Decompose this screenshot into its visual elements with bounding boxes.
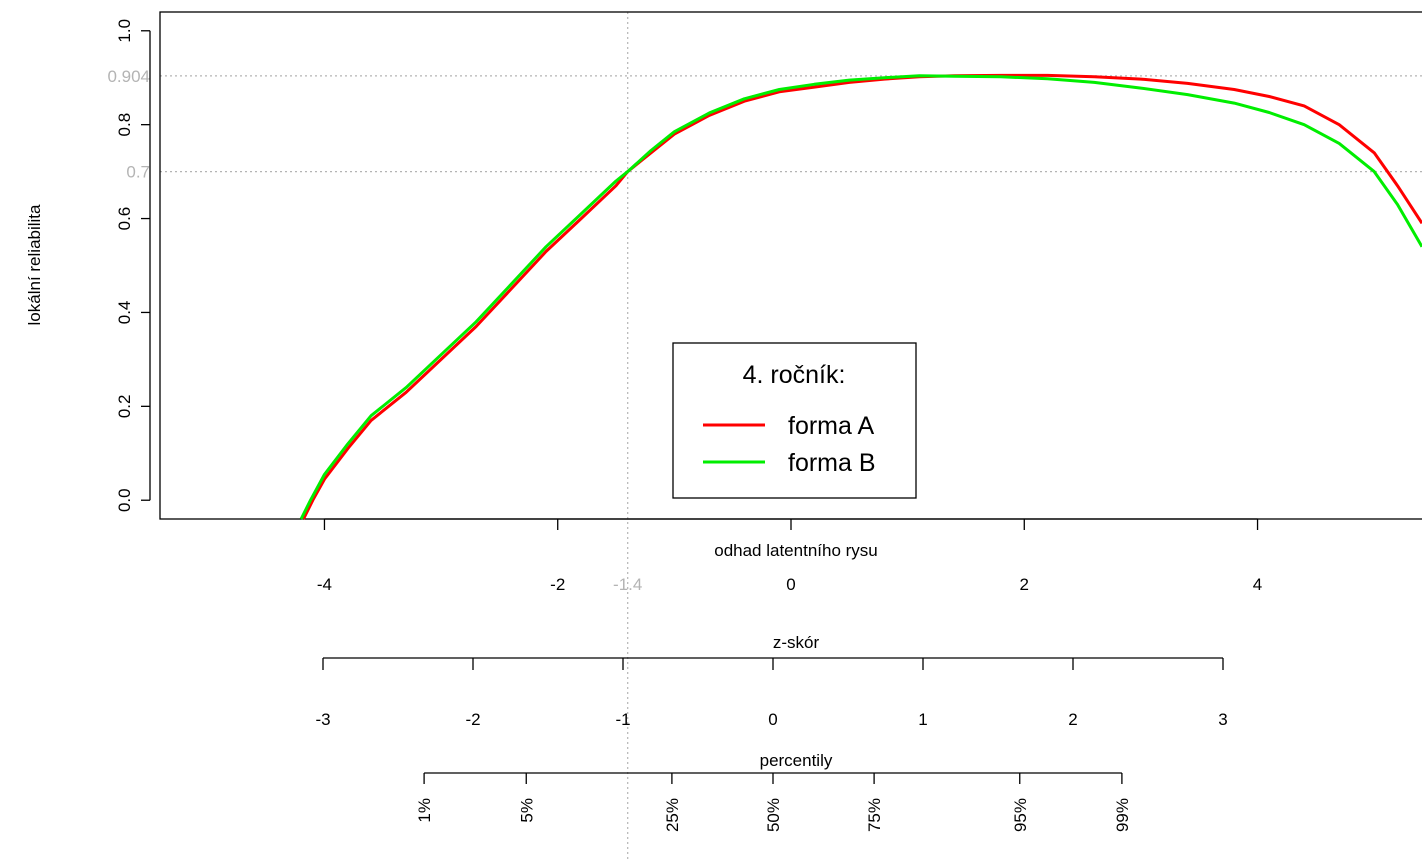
y-axis: 0.0 0.2 0.4 0.6 0.8 1.0 (115, 19, 151, 512)
reference-lines: 0.904 0.7 -1.4 (107, 12, 1422, 862)
percentile-axis-title: percentily (760, 751, 833, 770)
percentile-axis: 1% 5% 25% 50% 75% 95% 99% (415, 772, 1132, 832)
z-tick-label-3: 3 (1218, 710, 1227, 729)
percentile-tick-label-99: 99% (1113, 798, 1132, 832)
series-line-forma-b (299, 74, 1422, 520)
percentile-tick-label-5: 5% (517, 798, 536, 823)
percentile-tick-label-50: 50% (764, 798, 783, 832)
y-tick-label-0-0: 0.0 (115, 488, 134, 512)
percentile-tick-label-1: 1% (415, 798, 434, 823)
x-tick-label-0: 0 (786, 575, 795, 594)
percentile-tick-label-95: 95% (1011, 798, 1030, 832)
x-tick-label-4: -4 (317, 575, 332, 594)
z-tick-label-2: -2 (465, 710, 480, 729)
z-tick-label-3: -3 (315, 710, 330, 729)
x-tick-label-2: 2 (1020, 575, 1029, 594)
x-axis: -4 -2 0 2 4 (317, 518, 1262, 594)
x-tick-label-2: -2 (550, 575, 565, 594)
z-tick-label-1: -1 (615, 710, 630, 729)
y-tick-label-1-0: 1.0 (115, 19, 134, 43)
legend: 4. ročník: forma A forma B (672, 342, 917, 499)
series-layer (299, 73, 1422, 520)
series-line-forma-a (302, 73, 1422, 520)
legend-box (672, 342, 917, 499)
z-score-axis: -3 -2 -1 0 1 2 3 (315, 657, 1228, 729)
z-tick-label-2: 2 (1068, 710, 1077, 729)
z-tick-label-0: 0 (768, 710, 777, 729)
ref-label-v-1-4: -1.4 (613, 575, 642, 594)
ref-label-h-0-7: 0.7 (126, 163, 150, 182)
y-axis-title: lokální reliabilita (25, 204, 44, 325)
y-tick-label-0-6: 0.6 (115, 207, 134, 231)
y-tick-label-0-4: 0.4 (115, 301, 134, 325)
legend-label-forma-b: forma B (788, 449, 876, 477)
ref-label-h-0-904: 0.904 (107, 67, 150, 86)
percentile-tick-label-25: 25% (663, 798, 682, 832)
z-tick-label-1: 1 (918, 710, 927, 729)
z-axis-title: z-skór (773, 633, 820, 652)
legend-label-forma-a: forma A (788, 412, 874, 440)
y-tick-label-0-2: 0.2 (115, 395, 134, 419)
legend-title: 4. ročník: (743, 361, 846, 389)
x-tick-label-4: 4 (1253, 575, 1262, 594)
x-axis-title: odhad latentního rysu (714, 541, 878, 560)
percentile-tick-label-75: 75% (865, 798, 884, 832)
y-tick-label-0-8: 0.8 (115, 113, 134, 137)
